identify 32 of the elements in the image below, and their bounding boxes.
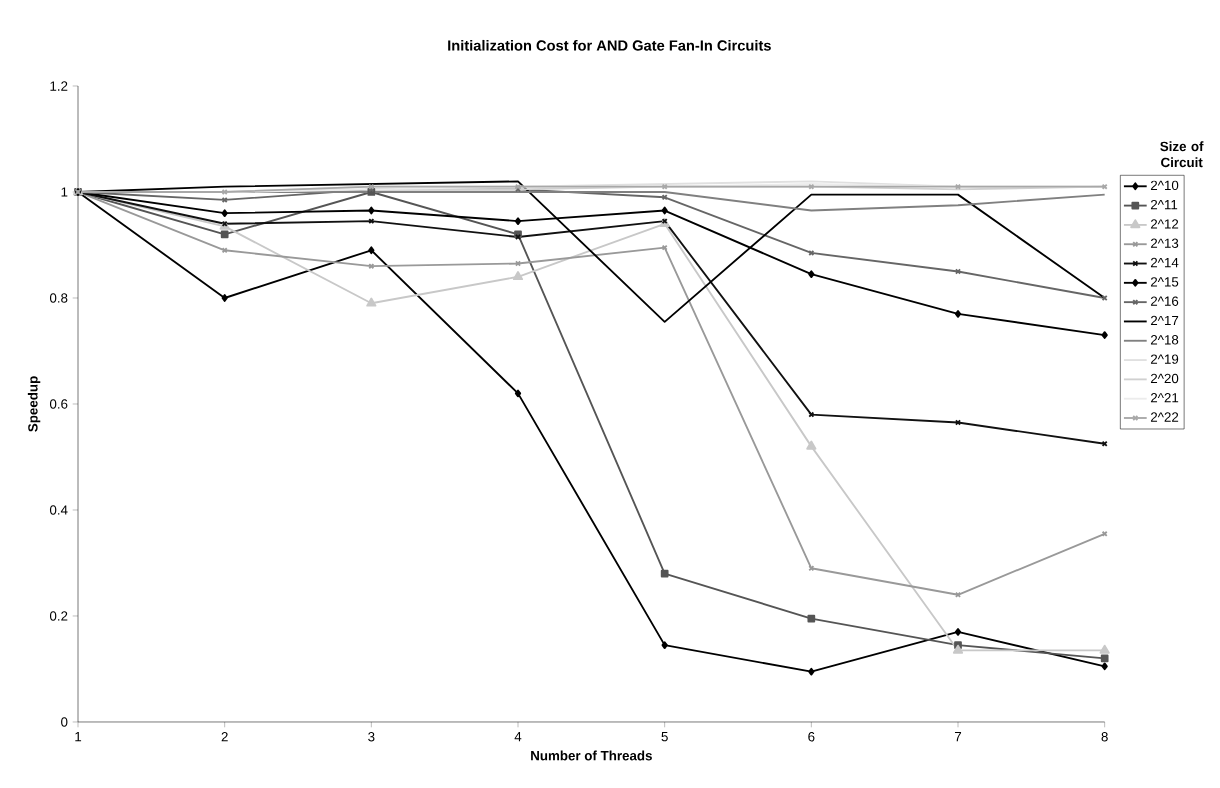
legend-label: 2^22 xyxy=(1150,412,1179,422)
x-tick-label: 3 xyxy=(368,732,375,742)
x-tick-label: 7 xyxy=(954,732,962,742)
legend-label: 2^15 xyxy=(1150,277,1179,287)
legend-label: 2^17 xyxy=(1150,315,1179,326)
y-tick-label: 0.6 xyxy=(49,399,68,409)
y-tick-label: 1 xyxy=(61,187,68,197)
x-tick-label: 2 xyxy=(221,732,228,742)
y-axis-title: Speedup xyxy=(27,376,41,432)
legend-label: 2^14 xyxy=(1150,257,1179,268)
y-tick-label: 0.8 xyxy=(49,293,68,303)
x-tick-label: 4 xyxy=(514,732,522,742)
x-tick-label: 6 xyxy=(808,732,815,742)
legend-label: 2^18 xyxy=(1150,335,1179,345)
y-tick-label: 0 xyxy=(61,717,68,727)
y-tick-label: 0.2 xyxy=(49,611,68,621)
chart-title: Initialization Cost for AND Gate Fan-In Circuits xyxy=(448,39,771,51)
x-axis-title: Number of Threads xyxy=(531,750,652,761)
y-tick-label: 0.4 xyxy=(49,505,68,515)
legend-label: 2^19 xyxy=(1150,354,1179,364)
legend-label: 2^10 xyxy=(1150,180,1179,191)
x-tick-label: 1 xyxy=(75,732,82,742)
legend-label: 2^16 xyxy=(1150,296,1179,306)
legend-label: 2^20 xyxy=(1150,373,1179,384)
legend-label: 2^21 xyxy=(1150,393,1179,403)
x-tick-label: 5 xyxy=(661,732,668,742)
legend-label: 2^11 xyxy=(1150,199,1178,210)
x-tick-label: 8 xyxy=(1101,732,1108,742)
legend-label: 2^13 xyxy=(1150,238,1179,248)
y-tick-label: 1.2 xyxy=(50,81,68,91)
legend-title: Size of Circuit xyxy=(1160,141,1204,168)
legend-label: 2^12 xyxy=(1150,219,1179,229)
